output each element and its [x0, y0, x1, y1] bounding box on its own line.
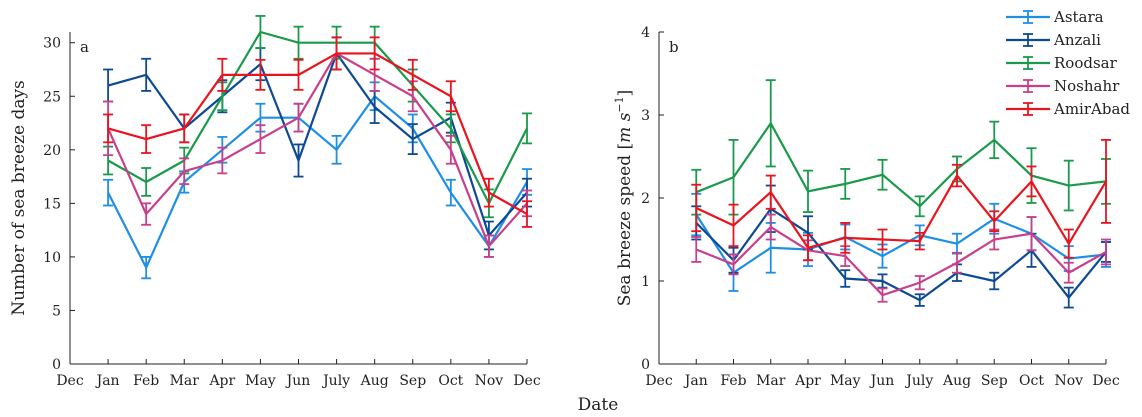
legend-label: Noshahr: [1054, 77, 1120, 95]
x-tick-label: July: [321, 373, 350, 389]
x-tick-label: May: [830, 373, 861, 389]
x-tick-label: Dec: [1092, 373, 1120, 389]
x-tick-label: Jun: [285, 373, 311, 389]
y-tick-label: 25: [43, 89, 61, 105]
y-tick-label: 0: [52, 357, 61, 373]
y-tick-label: 5: [52, 303, 61, 319]
x-tick-label: Dec: [645, 373, 673, 389]
panel-a-days-chart: Dec Jan Feb Mar Apr May Jun July Aug Sep Oct Nov Dec…: [9, 15, 541, 389]
y-axis-title: Number of sea breeze days: [9, 80, 29, 316]
series-line: [107, 51, 528, 249]
x-tick-label: Sep: [399, 373, 426, 389]
legend-label: Roodsar: [1054, 54, 1118, 72]
x-tick-label: Oct: [438, 373, 463, 389]
series-line: [107, 30, 528, 206]
series-line: [107, 51, 528, 238]
x-tick-label: Oct: [1019, 373, 1044, 389]
x-tick-label: Jun: [869, 373, 895, 389]
x-tick-label: Mar: [756, 373, 786, 389]
legend-label: Anzali: [1053, 31, 1101, 49]
x-tick-label: Feb: [133, 373, 159, 389]
series-line: [695, 173, 1107, 250]
x-tick-label: May: [245, 373, 276, 389]
series-line: [695, 121, 1107, 208]
x-tick-label: Apr: [794, 373, 821, 389]
series-line: [695, 207, 1107, 302]
x-tick-label: Nov: [1054, 373, 1083, 389]
x-tick-label: Feb: [720, 373, 746, 389]
y-tick-label: 3: [641, 108, 650, 124]
series-line: [107, 94, 528, 271]
panel-b-speed-chart: Dec Jan Feb Mar Apr May Jun July Aug Sep Oct Nov Dec…: [613, 25, 1120, 389]
legend-item-anzali: Anzali: [1006, 31, 1101, 49]
series-roodsar: [103, 15, 532, 219]
series-amirabad: [691, 138, 1111, 262]
y-tick-label: 30: [43, 36, 61, 52]
panel-letter: a: [80, 38, 89, 56]
x-tick-label: Sep: [981, 373, 1008, 389]
series-noshahr: [103, 36, 532, 258]
series-line: [107, 52, 528, 216]
legend-label: Astara: [1053, 8, 1104, 26]
series-astara: [103, 81, 532, 280]
x-tick-label: Apr: [208, 373, 235, 389]
y-tick-label: 20: [43, 143, 61, 159]
x-axis-title: Date: [578, 395, 619, 415]
series-amirabad: [103, 36, 532, 228]
legend: Astara Anzali Roodsar Noshahr AmirAbad: [1006, 8, 1130, 118]
y-tick-label: 1: [641, 274, 650, 290]
y-tick-label: 15: [43, 196, 61, 212]
x-tick-label: July: [904, 373, 933, 389]
x-tick-label: Jan: [95, 373, 120, 389]
legend-label: AmirAbad: [1053, 100, 1130, 118]
y-tick-label: 2: [641, 191, 650, 207]
series-line: [695, 214, 1107, 275]
x-tick-label: Aug: [942, 373, 971, 389]
x-tick-label: Dec: [56, 373, 84, 389]
x-tick-label: Aug: [360, 373, 389, 389]
x-tick-label: Nov: [475, 373, 504, 389]
x-tick-label: Jan: [683, 373, 708, 389]
y-tick-label: 4: [641, 25, 650, 41]
x-tick-label: Mar: [170, 373, 200, 389]
x-tick-label: Dec: [513, 373, 541, 389]
y-tick-label: 0: [641, 357, 650, 373]
series-roodsar: [691, 79, 1111, 218]
y-axis-title: Sea breeze speed [m s−1]: [613, 90, 635, 307]
panel-letter: b: [669, 38, 679, 56]
legend-item-amirabad: AmirAbad: [1006, 100, 1130, 118]
series-line: [695, 225, 1107, 297]
legend-item-roodsar: Roodsar: [1006, 54, 1118, 72]
legend-item-astara: Astara: [1006, 8, 1104, 26]
y-tick-label: 10: [43, 250, 61, 266]
legend-item-noshahr: Noshahr: [1006, 77, 1120, 95]
